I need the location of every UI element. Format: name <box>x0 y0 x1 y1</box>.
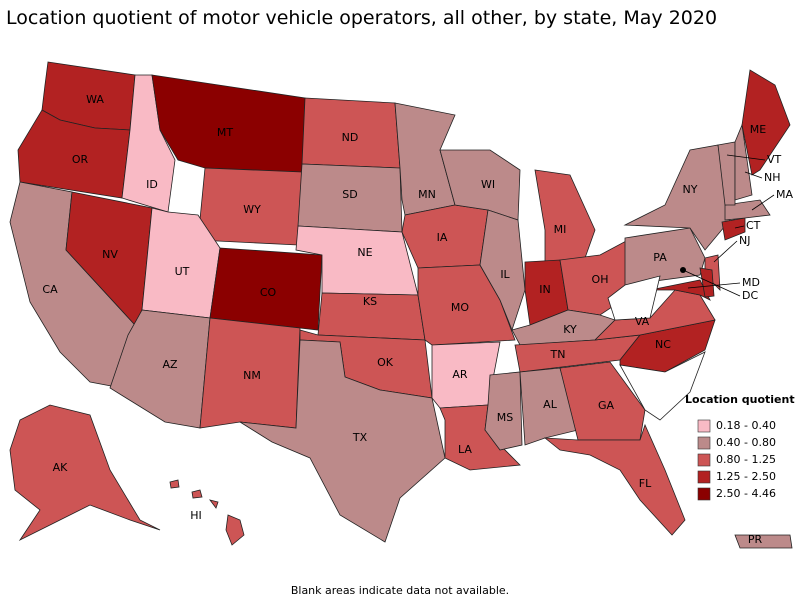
state-label: KS <box>363 295 377 308</box>
leader-line <box>687 282 741 289</box>
state-shape <box>225 514 245 546</box>
state-shape <box>9 404 161 542</box>
state-shape <box>519 367 579 446</box>
state-label: MD <box>742 276 760 289</box>
state-label: NH <box>764 171 781 184</box>
state-shape <box>151 74 306 173</box>
state-shape <box>717 141 736 206</box>
state-shape <box>649 279 711 301</box>
state-label: UT <box>175 265 190 278</box>
state-label: NM <box>243 369 261 382</box>
state-shape <box>209 247 323 331</box>
state-label: PR <box>748 533 763 546</box>
state-label: CO <box>260 286 277 299</box>
state-label: AK <box>53 461 69 474</box>
state-label: OK <box>377 356 394 369</box>
state-shape <box>699 267 715 298</box>
state-label: SD <box>342 188 357 201</box>
state-label: IL <box>500 268 510 281</box>
state-label: NE <box>357 246 372 259</box>
state-shape <box>543 423 686 536</box>
state-label: CA <box>42 283 58 296</box>
state-label: IA <box>437 231 448 244</box>
legend-title: Location quotient <box>685 393 795 406</box>
state-label: NJ <box>739 234 750 247</box>
state-label: MN <box>418 188 436 201</box>
leader-line <box>751 194 775 211</box>
leader-line <box>744 171 763 179</box>
footnote: Blank areas indicate data not available. <box>291 584 509 597</box>
state-label: OH <box>592 273 609 286</box>
legend-swatch <box>697 470 711 484</box>
state-label: TN <box>550 348 566 361</box>
state-shape <box>734 123 753 201</box>
state-label: ND <box>342 131 359 144</box>
state-label: MO <box>451 301 469 314</box>
legend-label: 0.80 - 1.25 <box>716 453 776 466</box>
state-label: PA <box>653 251 667 264</box>
state-blank <box>619 351 706 421</box>
state-label: AL <box>543 398 558 411</box>
legend-label: 0.40 - 0.80 <box>716 436 776 449</box>
state-label: DC <box>742 289 758 302</box>
state-label: NY <box>683 183 698 196</box>
state-label: WI <box>481 178 495 191</box>
state-shape <box>734 534 793 549</box>
state-label: MI <box>554 223 567 236</box>
map-title: Location quotient of motor vehicle opera… <box>6 7 717 29</box>
state-label: MS <box>497 411 513 424</box>
legend-swatch <box>697 453 711 467</box>
state-label: MA <box>776 188 793 201</box>
legend-swatch <box>697 487 711 501</box>
legend-swatch <box>697 436 711 450</box>
state-label: LA <box>458 443 472 456</box>
state-label: IN <box>539 283 550 296</box>
state-shape <box>209 499 219 509</box>
state-label: WA <box>86 93 104 106</box>
state-label: TX <box>352 431 368 444</box>
state-label: NV <box>102 248 118 261</box>
legend-swatch <box>697 419 711 433</box>
state-label: GA <box>598 399 615 412</box>
state-shape <box>191 489 203 499</box>
leader-line <box>734 225 745 229</box>
state-label: AZ <box>162 358 178 371</box>
state-label: CT <box>746 219 761 232</box>
state-label: AR <box>452 368 468 381</box>
state-label: HI <box>190 509 202 522</box>
state-label: VA <box>635 315 650 328</box>
legend-label: 0.18 - 0.40 <box>716 419 776 432</box>
state-shape <box>721 217 746 241</box>
state-label: KY <box>563 323 577 336</box>
state-label: MT <box>217 126 233 139</box>
state-label: ID <box>146 178 158 191</box>
state-label: OR <box>72 153 89 166</box>
state-label: WY <box>243 203 261 216</box>
legend-label: 1.25 - 2.50 <box>716 470 776 483</box>
state-shape <box>169 479 180 489</box>
state-shape <box>559 361 646 441</box>
state-shape <box>239 339 446 543</box>
leader-line <box>682 269 741 297</box>
state-label: ME <box>750 123 766 136</box>
state-shape <box>741 69 791 176</box>
state-shape <box>534 169 596 263</box>
state-label: VT <box>767 153 782 166</box>
state-blank <box>607 275 661 321</box>
state-label: NC <box>655 338 671 351</box>
leader-line <box>726 154 766 161</box>
legend-label: 2.50 - 4.46 <box>716 487 776 500</box>
state-label: FL <box>639 477 652 490</box>
leader-line <box>713 240 738 263</box>
